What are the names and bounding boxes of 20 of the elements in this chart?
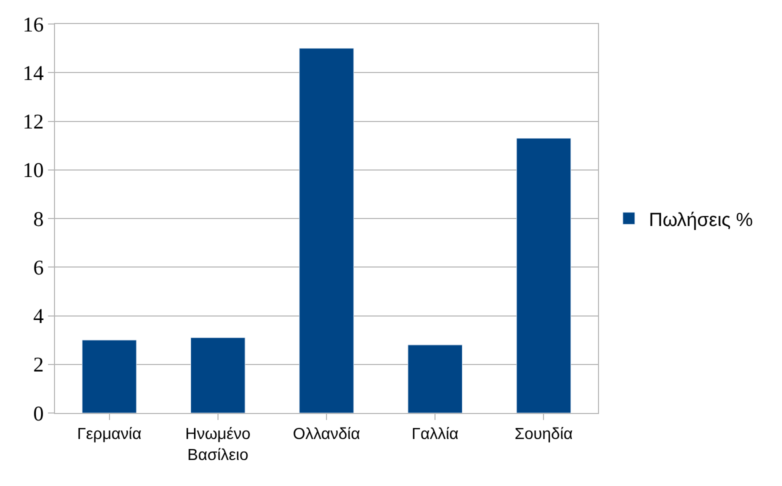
- legend-label: Πωλήσεις %: [648, 210, 753, 231]
- bar: [408, 344, 462, 413]
- y-tick-label: 14: [22, 60, 44, 85]
- y-tick-label: 12: [22, 110, 44, 134]
- y-tick-label: 0: [33, 401, 44, 426]
- y-tick-label: 10: [22, 158, 44, 182]
- x-tick-label: Ηνωμένο Βασίλειο: [185, 426, 251, 464]
- x-tick-label: Ολλανδία: [292, 426, 360, 444]
- y-tick-label: 8: [33, 206, 44, 231]
- y-tick-label: 4: [33, 304, 44, 328]
- y-tick-label: 16: [22, 12, 44, 36]
- bar: [190, 337, 246, 413]
- bar: [82, 340, 137, 413]
- x-tick-label: Γαλλία: [412, 426, 459, 444]
- bar: [516, 138, 572, 413]
- y-tick-label: 2: [33, 352, 44, 377]
- x-tick-label: Σουηδία: [514, 426, 573, 444]
- bar: [299, 48, 354, 413]
- x-tick-label: Γερμανία: [77, 426, 142, 444]
- y-tick-label: 6: [33, 255, 44, 280]
